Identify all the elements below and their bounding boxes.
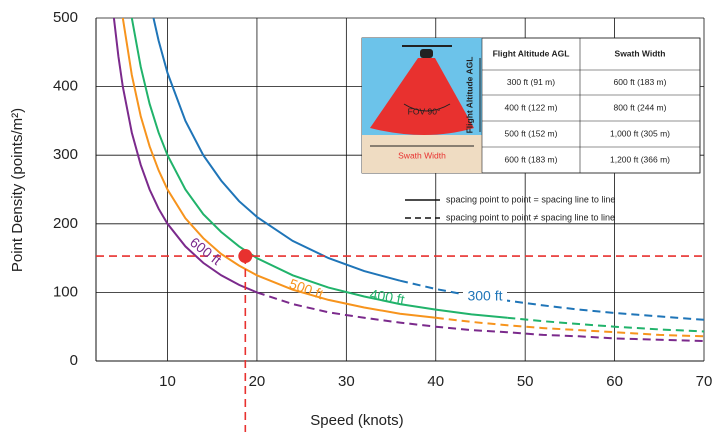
table-cell: 800 ft (244 m) xyxy=(614,102,667,112)
ground xyxy=(362,135,482,173)
series-label: 300 ft xyxy=(467,288,502,304)
table-header: Swath Width xyxy=(615,48,666,58)
series-line xyxy=(112,18,258,294)
series-label: 500 ft xyxy=(287,275,325,302)
table-cell: 400 ft (122 m) xyxy=(505,102,558,112)
series-line-dashed xyxy=(399,279,704,321)
reference-point xyxy=(238,249,253,264)
table-cell: 1,000 ft (305 m) xyxy=(610,128,670,138)
series-line xyxy=(121,18,436,319)
y-tick-label: 400 xyxy=(53,78,78,95)
x-tick-label: 60 xyxy=(606,373,623,390)
fov-arc xyxy=(403,103,451,112)
altitude-label: Flight Altitude AGL xyxy=(464,57,474,134)
fov-label: FOV 90° xyxy=(408,106,441,116)
y-tick-label: 0 xyxy=(70,352,78,369)
helicopter xyxy=(420,49,433,58)
series-line-dashed xyxy=(435,316,704,338)
table-cell: 1,200 ft (366 m) xyxy=(610,154,670,164)
series-line-dashed xyxy=(507,316,704,333)
note-text: spacing point to point = spacing line to… xyxy=(446,194,615,204)
table-cell: 300 ft (91 m) xyxy=(507,77,555,87)
swath-label: Swath Width xyxy=(398,150,446,160)
table-header: Flight Altitude AGL xyxy=(493,48,570,58)
series-label: 400 ft xyxy=(369,286,406,308)
fov-cone xyxy=(370,58,474,135)
series-line xyxy=(152,18,401,282)
x-tick-label: 20 xyxy=(249,373,266,390)
label-bg xyxy=(463,288,507,306)
x-tick-label: 70 xyxy=(696,373,713,390)
x-tick-label: 50 xyxy=(517,373,534,390)
y-tick-label: 300 xyxy=(53,146,78,163)
table-cell: 500 ft (152 m) xyxy=(505,128,558,138)
table-cell: 600 ft (183 m) xyxy=(505,154,558,164)
table-cell: 600 ft (183 m) xyxy=(614,77,667,87)
series-label: 600 ft xyxy=(187,234,225,268)
series-line xyxy=(130,18,508,319)
y-tick-label: 500 xyxy=(53,9,78,26)
x-axis-title: Speed (knots) xyxy=(310,412,403,429)
x-tick-label: 30 xyxy=(338,373,355,390)
note-text: spacing point to point ≠ spacing line to… xyxy=(446,212,615,222)
x-tick-label: 40 xyxy=(427,373,444,390)
y-tick-label: 100 xyxy=(53,283,78,300)
inset: FOV 90° Flight Altitude AGL Swath Width … xyxy=(361,37,701,174)
y-tick-label: 200 xyxy=(53,215,78,232)
x-tick-label: 10 xyxy=(159,373,176,390)
y-axis-title: Point Density (points/m²) xyxy=(9,108,26,272)
